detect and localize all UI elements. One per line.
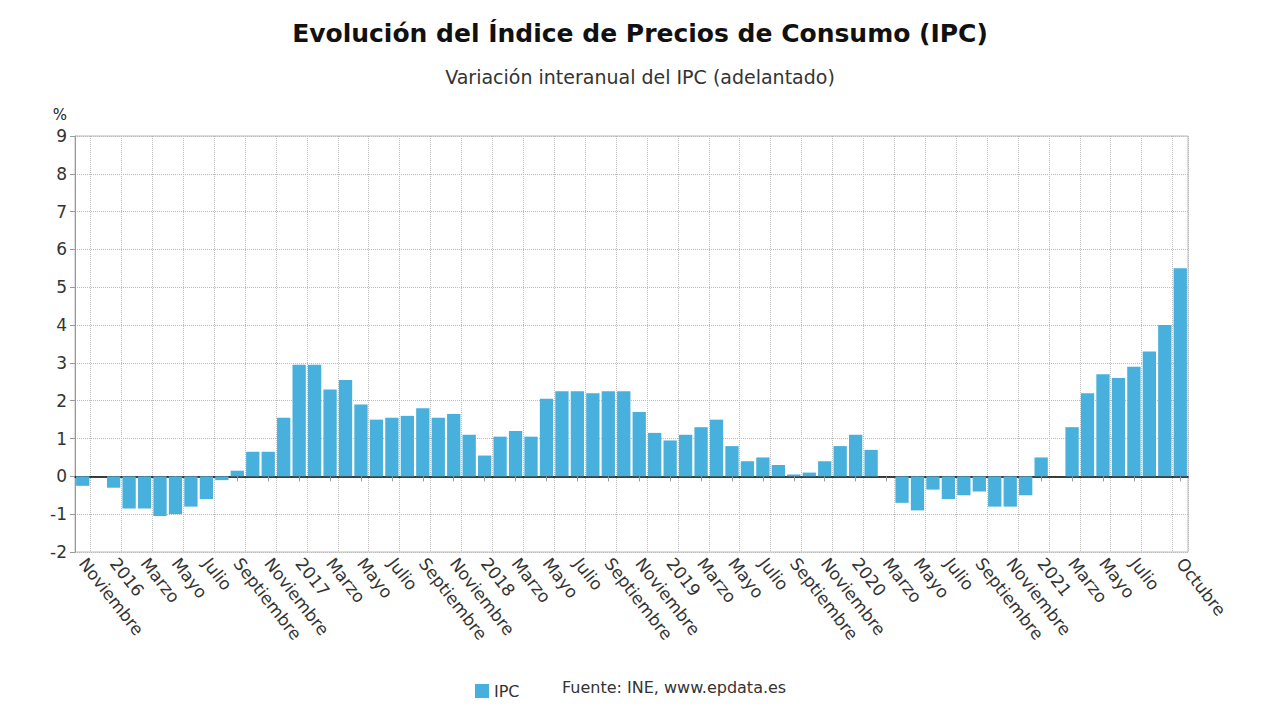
svg-text:-1: -1 bbox=[50, 504, 67, 524]
svg-text:Marzo: Marzo bbox=[1064, 553, 1112, 607]
svg-text:Julio: Julio bbox=[198, 553, 236, 594]
svg-text:1: 1 bbox=[56, 429, 67, 449]
svg-text:2021: 2021 bbox=[1033, 554, 1075, 600]
svg-text:Marzo: Marzo bbox=[322, 553, 370, 607]
svg-text:Mayo: Mayo bbox=[909, 553, 954, 602]
svg-text:Octubre: Octubre bbox=[1172, 554, 1230, 620]
svg-text:Mayo: Mayo bbox=[353, 553, 397, 602]
svg-text:Noviembre: Noviembre bbox=[75, 554, 148, 639]
svg-text:Mayo: Mayo bbox=[1095, 553, 1139, 602]
svg-text:Marzo: Marzo bbox=[693, 553, 741, 607]
svg-text:Septiembre: Septiembre bbox=[229, 553, 306, 644]
svg-text:Variación interanual del IPC (: Variación interanual del IPC (adelantado… bbox=[445, 66, 835, 88]
svg-text:Septiembre: Septiembre bbox=[785, 553, 863, 644]
svg-text:Noviembre: Noviembre bbox=[631, 554, 704, 639]
svg-text:2017: 2017 bbox=[291, 554, 333, 600]
svg-text:Julio: Julio bbox=[1125, 553, 1163, 594]
svg-text:Mayo: Mayo bbox=[538, 553, 583, 602]
svg-text:2: 2 bbox=[56, 391, 67, 411]
svg-text:Marzo: Marzo bbox=[507, 553, 556, 607]
svg-text:3: 3 bbox=[56, 353, 67, 373]
svg-text:Julio: Julio bbox=[569, 553, 607, 594]
svg-text:-2: -2 bbox=[50, 542, 67, 562]
svg-text:IPC: IPC bbox=[494, 682, 520, 701]
svg-text:%: % bbox=[53, 106, 67, 124]
svg-text:Noviembre: Noviembre bbox=[260, 554, 333, 639]
svg-text:8: 8 bbox=[56, 164, 67, 184]
svg-text:Septiembre: Septiembre bbox=[971, 553, 1048, 644]
svg-text:Septiembre: Septiembre bbox=[414, 553, 492, 644]
svg-text:Mayo: Mayo bbox=[167, 553, 212, 602]
svg-text:2018: 2018 bbox=[477, 554, 519, 600]
svg-text:7: 7 bbox=[56, 202, 67, 222]
svg-text:Marzo: Marzo bbox=[136, 553, 185, 607]
svg-text:2019: 2019 bbox=[662, 554, 704, 600]
svg-text:0: 0 bbox=[56, 466, 67, 486]
svg-text:9: 9 bbox=[56, 126, 67, 146]
svg-text:2016: 2016 bbox=[106, 554, 148, 600]
svg-text:Noviembre: Noviembre bbox=[817, 554, 890, 639]
svg-text:4: 4 bbox=[56, 315, 67, 335]
svg-text:Mayo: Mayo bbox=[724, 553, 768, 602]
svg-text:Noviembre: Noviembre bbox=[446, 554, 519, 639]
svg-text:2020: 2020 bbox=[848, 554, 890, 600]
svg-text:5: 5 bbox=[56, 277, 67, 297]
svg-text:Noviembre: Noviembre bbox=[1002, 554, 1075, 639]
svg-text:Marzo: Marzo bbox=[878, 553, 927, 607]
svg-text:Evolución del Índice de Precio: Evolución del Índice de Precios de Consu… bbox=[292, 19, 988, 48]
svg-text:Julio: Julio bbox=[754, 553, 792, 594]
svg-text:Septiembre: Septiembre bbox=[600, 553, 677, 644]
svg-text:6: 6 bbox=[56, 239, 67, 259]
svg-text:Julio: Julio bbox=[383, 553, 421, 594]
svg-text:Julio: Julio bbox=[940, 553, 978, 594]
svg-text:Fuente: INE, www.epdata.es: Fuente: INE, www.epdata.es bbox=[562, 678, 786, 697]
